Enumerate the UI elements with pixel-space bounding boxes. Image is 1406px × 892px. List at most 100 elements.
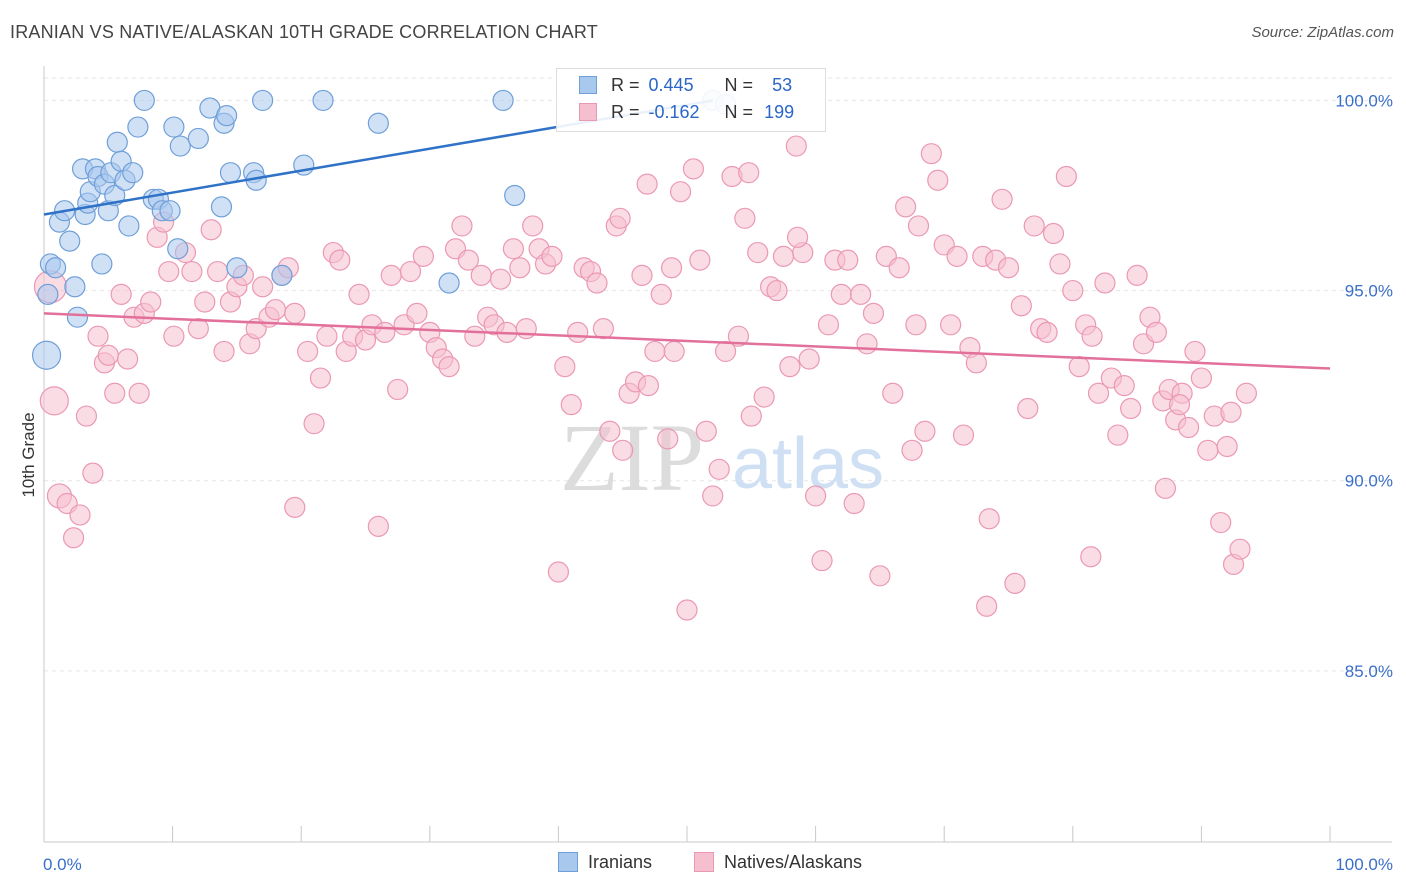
native-point <box>464 325 486 347</box>
native-point <box>541 245 563 267</box>
legend-r-label: R = <box>611 102 640 122</box>
native-point <box>738 162 760 184</box>
native-point <box>905 314 927 336</box>
native-point <box>1184 340 1206 363</box>
iranian-point <box>127 116 149 138</box>
native-point <box>207 260 229 283</box>
native-point <box>637 375 660 397</box>
native-point <box>1216 435 1238 458</box>
native-point <box>1120 397 1142 420</box>
legend-n-value: 53 <box>772 75 793 95</box>
native-point <box>920 143 942 165</box>
native-point <box>734 207 756 229</box>
native-point <box>1042 222 1065 245</box>
chart-title: IRANIAN VS NATIVE/ALASKAN 10TH GRADE COR… <box>10 22 598 42</box>
x-tick-label-max: 100.0% <box>1335 855 1393 874</box>
native-point <box>1023 215 1045 237</box>
native-point <box>940 314 962 336</box>
native-point <box>1107 424 1129 446</box>
native-point <box>128 382 150 404</box>
native-point <box>329 249 351 271</box>
legend-row-iranians: R = 0.445 N = 53 <box>579 75 792 101</box>
native-point <box>991 188 1013 210</box>
iranian-point <box>252 89 274 112</box>
legend-swatch-iranians <box>579 76 597 94</box>
native-point <box>682 158 705 180</box>
native-point <box>901 439 923 461</box>
native-point <box>631 264 653 286</box>
native-point <box>650 283 672 305</box>
native-point <box>695 420 717 442</box>
native-point <box>1080 546 1102 568</box>
native-point <box>907 215 930 237</box>
iranian-point <box>187 127 209 150</box>
native-point <box>140 291 162 313</box>
iranian-point <box>44 257 67 279</box>
legend-r-value: -0.162 <box>648 102 700 122</box>
native-point <box>406 302 428 324</box>
native-point <box>965 352 987 374</box>
native-point <box>264 298 287 321</box>
native-point <box>888 257 910 279</box>
legend-n-label: N = <box>724 102 754 122</box>
stats-legend: R = 0.445 N = 53 R = -0.162 N = 199 <box>556 68 826 132</box>
iranian-point <box>312 89 334 112</box>
native-point <box>862 302 885 324</box>
iranian-point <box>133 89 155 112</box>
native-point <box>1062 279 1084 302</box>
native-point <box>82 462 104 484</box>
trend-lines <box>43 99 1331 370</box>
native-point <box>104 382 126 404</box>
native-point <box>1126 264 1148 286</box>
iranian-point <box>210 196 233 218</box>
native-point <box>804 485 827 507</box>
native-point <box>348 283 370 305</box>
native-point <box>1049 253 1071 275</box>
native-point <box>1168 394 1191 416</box>
native-point <box>1036 321 1058 344</box>
y-axis-title: 10th Grade <box>19 412 38 497</box>
native-point <box>554 356 576 378</box>
native-point <box>374 321 396 344</box>
iranian-point <box>122 162 144 184</box>
native-point <box>380 264 402 286</box>
native-point <box>978 508 1000 530</box>
native-point <box>367 515 389 537</box>
bottom-legend-label-iranians: Iranians <box>588 852 653 872</box>
iranian-point <box>91 253 113 275</box>
native-point <box>850 283 872 305</box>
native-point <box>252 276 274 298</box>
native-point <box>599 420 621 442</box>
x-tick-label-min: 0.0% <box>43 855 82 874</box>
bottom-legend-iranians[interactable]: Iranians <box>558 852 652 873</box>
native-point <box>75 405 98 427</box>
native-point <box>438 356 460 378</box>
native-point <box>163 325 185 347</box>
bottom-legend-label-natives: Natives/Alaskans <box>724 852 863 872</box>
iranian-point <box>159 200 181 222</box>
native-point <box>1010 295 1032 317</box>
native-point <box>1210 511 1232 534</box>
native-point <box>837 249 859 271</box>
native-point <box>997 257 1020 279</box>
native-point <box>200 219 222 241</box>
native-point <box>1004 572 1026 594</box>
natives-trend-line <box>43 312 1331 370</box>
native-point <box>470 264 492 286</box>
native-point <box>708 458 730 480</box>
bottom-legend-natives[interactable]: Natives/Alaskans <box>694 852 862 873</box>
native-point <box>817 314 840 336</box>
native-point <box>1220 401 1242 423</box>
native-point <box>309 367 332 389</box>
native-point <box>560 394 582 416</box>
native-point <box>753 386 775 408</box>
iranian-point <box>504 184 526 207</box>
native-point <box>856 333 878 355</box>
native-point <box>586 272 608 294</box>
native-point <box>1145 321 1167 344</box>
native-point <box>87 325 109 347</box>
native-point <box>316 325 338 347</box>
legend-row-natives: R = -0.162 N = 199 <box>579 102 794 128</box>
native-point <box>1177 416 1200 439</box>
iranian-point <box>169 135 191 157</box>
